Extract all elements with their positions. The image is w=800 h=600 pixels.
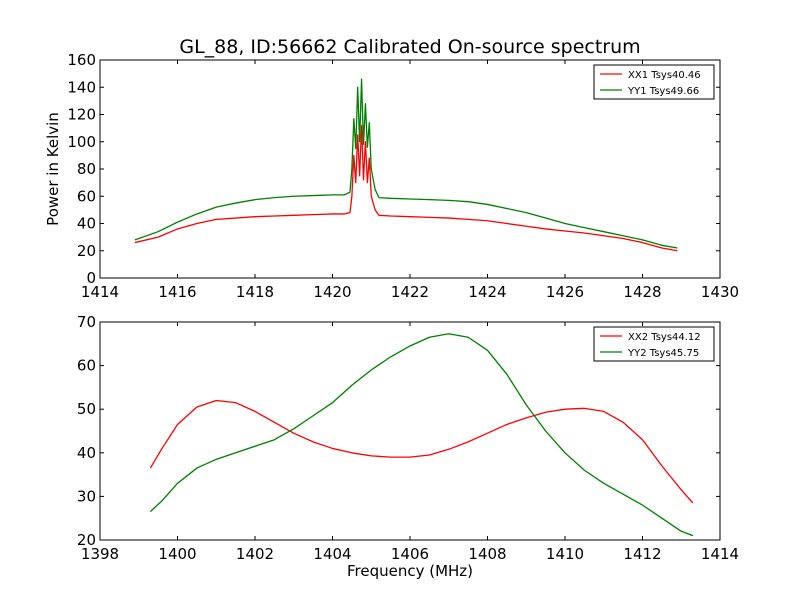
bottom-y-tick-label: 50 [77,400,96,418]
bottom-legend-label-yy2: YY2 Tsys45.75 [627,348,699,359]
top-series-line-2 [134,78,678,249]
bottom-x-tick-label: 1404 [313,545,351,563]
top-y-tick-label: 20 [77,242,96,260]
top-axis-ticks: 1414 1416 1418 1420 1422 1424 1426 1428 1430 0 20 4… [67,51,739,301]
bottom-series-lines [149,333,694,537]
top-y-tick-label: 140 [67,78,96,96]
top-y-tick-label: 160 [67,51,96,69]
bottom-x-tick-label: 1406 [391,545,429,563]
top-x-tick-label: 1414 [81,283,119,301]
top-legend-label-yy1: YY1 Tsys49.66 [627,86,699,97]
chart-title: GL_88, ID:56662 Calibrated On-source spe… [179,36,640,58]
bottom-x-axis-label: Frequency (MHz) [347,562,473,580]
top-panel: GL_88, ID:56662 Calibrated On-source spe… [44,36,739,301]
top-series-line-1 [134,124,678,252]
bottom-y-tick-label: 70 [77,313,96,331]
top-series-lines [134,78,678,252]
top-x-tick-label: 1416 [158,283,196,301]
bottom-legend-box [593,326,715,362]
top-x-tick-label: 1420 [313,283,351,301]
top-legend-box [593,64,715,100]
top-x-tick-label: 1426 [546,283,584,301]
top-legend: XX1 Tsys40.46 YY1 Tsys49.66 [593,64,715,100]
top-y-tick-label: 40 [77,215,96,233]
bottom-y-tick-label: 40 [77,444,96,462]
bottom-y-tick-label: 20 [77,531,96,549]
top-y-axis-label: Power in Kelvin [44,112,62,226]
top-y-tick-label: 100 [67,133,96,151]
top-x-tick-label: 1428 [623,283,661,301]
bottom-series-line-2 [149,333,694,537]
top-legend-label-xx1: XX1 Tsys40.46 [628,70,701,81]
bottom-x-tick-label: 1414 [701,545,739,563]
bottom-x-tick-label: 1410 [546,545,584,563]
bottom-legend-label-xx2: XX2 Tsys44.12 [628,332,701,343]
top-x-tick-label: 1430 [701,283,739,301]
bottom-y-tick-label: 60 [77,357,96,375]
bottom-x-tick-label: 1402 [236,545,274,563]
bottom-legend: XX2 Tsys44.12 YY2 Tsys45.75 [593,326,715,362]
top-y-tick-label: 0 [86,269,96,287]
bottom-series-line-1 [149,399,694,504]
top-x-tick-label: 1418 [236,283,274,301]
bottom-panel: 1398 1400 1402 1404 1406 1408 1410 1412 1414 20 30… [77,313,739,580]
top-y-tick-label: 120 [67,106,96,124]
top-y-tick-label: 60 [77,187,96,205]
bottom-x-tick-label: 1408 [468,545,506,563]
top-x-tick-label: 1422 [391,283,429,301]
bottom-axis-ticks: 1398 1400 1402 1404 1406 1408 1410 1412 1414 20 30… [77,313,739,563]
bottom-x-tick-label: 1398 [81,545,119,563]
bottom-x-tick-label: 1412 [623,545,661,563]
top-x-tick-label: 1424 [468,283,506,301]
bottom-x-tick-label: 1400 [158,545,196,563]
top-y-tick-label: 80 [77,160,96,178]
bottom-y-tick-label: 30 [77,487,96,505]
